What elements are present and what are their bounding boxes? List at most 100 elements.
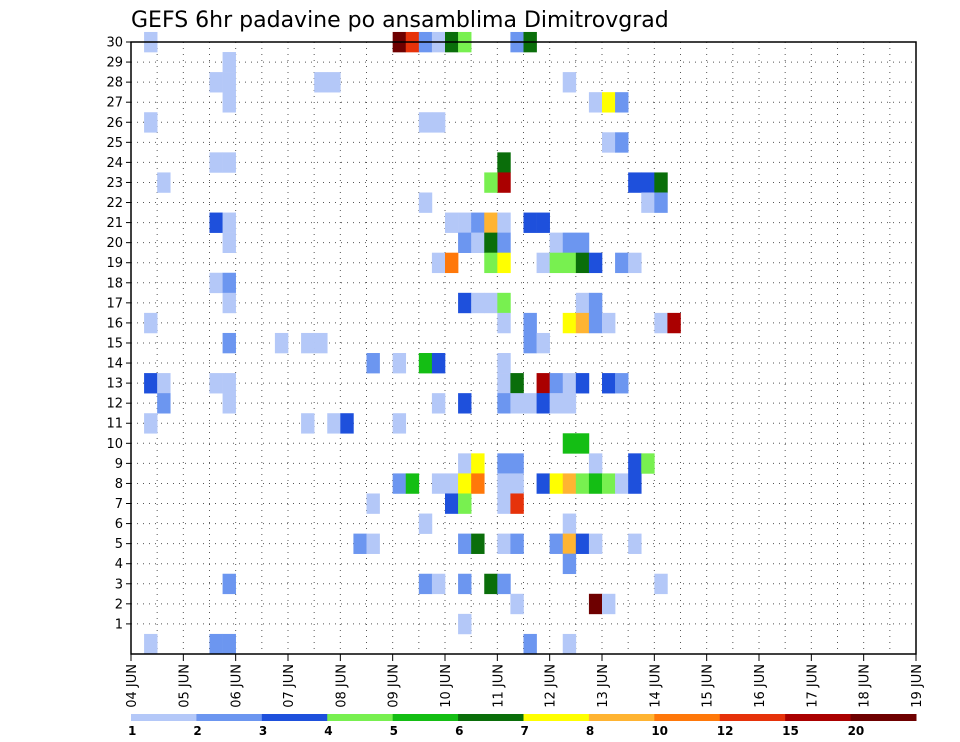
color-scale-label: 20 [848, 724, 865, 738]
precip-cell [222, 212, 236, 233]
precip-cell [654, 172, 668, 193]
precip-cell [602, 92, 616, 113]
precip-cell [562, 553, 577, 575]
y-tick-label: 27 [106, 96, 123, 111]
color-scale-label: 4 [324, 724, 332, 738]
precip-cell [575, 533, 590, 554]
y-tick-label: 7 [115, 497, 123, 512]
precip-cell [484, 292, 498, 314]
precip-cell [549, 393, 564, 414]
precip-cell [392, 353, 407, 374]
precip-cell [458, 292, 472, 314]
precip-cell [562, 373, 577, 394]
precip-cell [222, 92, 236, 113]
precip-cell [562, 252, 577, 274]
color-scale-label: 3 [259, 724, 267, 738]
precip-cell [340, 413, 354, 434]
precip-cell [418, 353, 433, 374]
precip-cell [222, 393, 236, 414]
precip-cell [458, 573, 472, 595]
color-scale-swatch [654, 714, 721, 721]
x-tick-label: 12 JUN [544, 664, 559, 708]
y-tick-label: 26 [106, 116, 123, 131]
precip-cell [575, 292, 590, 314]
precip-cell [274, 332, 289, 354]
precip-cell [392, 473, 407, 494]
precip-cell [497, 252, 511, 274]
precip-cell [327, 72, 341, 93]
precip-cell [222, 332, 236, 354]
precip-cell [405, 473, 420, 494]
precipitation-cells [144, 31, 681, 655]
precip-cell [536, 393, 550, 414]
precip-cell [562, 473, 577, 494]
y-tick-label: 30 [106, 36, 123, 51]
y-tick-label: 23 [106, 176, 123, 191]
y-tick-label: 16 [106, 316, 123, 331]
precip-cell [144, 373, 158, 394]
y-tick-label: 29 [106, 56, 123, 71]
precip-cell [222, 152, 236, 173]
precip-cell [510, 393, 524, 414]
precip-cell [144, 633, 158, 655]
precip-cell [209, 212, 223, 233]
precip-cell [497, 292, 511, 314]
precip-cell [575, 433, 590, 454]
precip-cell [222, 633, 236, 655]
color-scale-label: 1 [128, 724, 136, 738]
color-scale-label: 7 [521, 724, 529, 738]
precip-cell [209, 72, 223, 93]
precip-cell [549, 252, 564, 274]
precip-cell [471, 473, 485, 494]
precip-cell [562, 393, 577, 414]
color-scale-label: 6 [455, 724, 463, 738]
precip-cell [602, 473, 616, 494]
precip-cell [222, 292, 236, 314]
color-scale-swatch [131, 714, 197, 721]
y-tick-label: 9 [115, 457, 123, 472]
y-tick-label: 12 [106, 397, 123, 412]
y-tick-label: 20 [106, 236, 123, 251]
precip-cell [641, 453, 655, 474]
precip-cell [314, 72, 328, 93]
precip-cell [445, 212, 459, 233]
precip-cell [353, 533, 367, 554]
precip-cell [301, 332, 315, 354]
precip-cell [497, 212, 511, 233]
precip-cell [588, 92, 603, 113]
precip-cell [549, 533, 564, 554]
color-scale-label: 5 [390, 724, 398, 738]
x-tick-label: 09 JUN [387, 664, 402, 708]
y-tick-label: 14 [106, 357, 123, 372]
x-tick-label: 15 JUN [701, 664, 716, 708]
precip-cell [641, 192, 655, 213]
precip-cell [497, 533, 511, 554]
chart-title: GEFS 6hr padavine po ansamblima Dimitrov… [131, 8, 669, 33]
color-scale-swatch [392, 714, 459, 721]
x-tick-label: 17 JUN [805, 664, 820, 708]
x-tick-label: 19 JUN [910, 664, 925, 708]
precip-cell [628, 172, 642, 193]
color-scale-swatch [261, 714, 328, 721]
precip-cell [431, 353, 446, 374]
precip-cell [209, 633, 223, 655]
precip-cell [366, 533, 380, 554]
precip-cell [510, 453, 524, 474]
precip-cell [366, 353, 380, 374]
precip-cell [510, 473, 524, 494]
y-tick-label: 5 [115, 537, 123, 552]
precip-cell [144, 112, 158, 133]
precip-cell [510, 373, 524, 394]
precip-cell [471, 212, 485, 233]
precip-cell [588, 312, 603, 334]
precip-cell [575, 473, 590, 494]
precip-cell [327, 413, 341, 434]
y-tick-label: 24 [106, 156, 123, 171]
precip-cell [222, 373, 236, 394]
precip-cell [602, 132, 616, 153]
precip-cell [418, 192, 433, 213]
precip-cell [418, 573, 433, 595]
precip-cell [562, 72, 577, 93]
precip-cell [484, 252, 498, 274]
precip-cell [602, 373, 616, 394]
